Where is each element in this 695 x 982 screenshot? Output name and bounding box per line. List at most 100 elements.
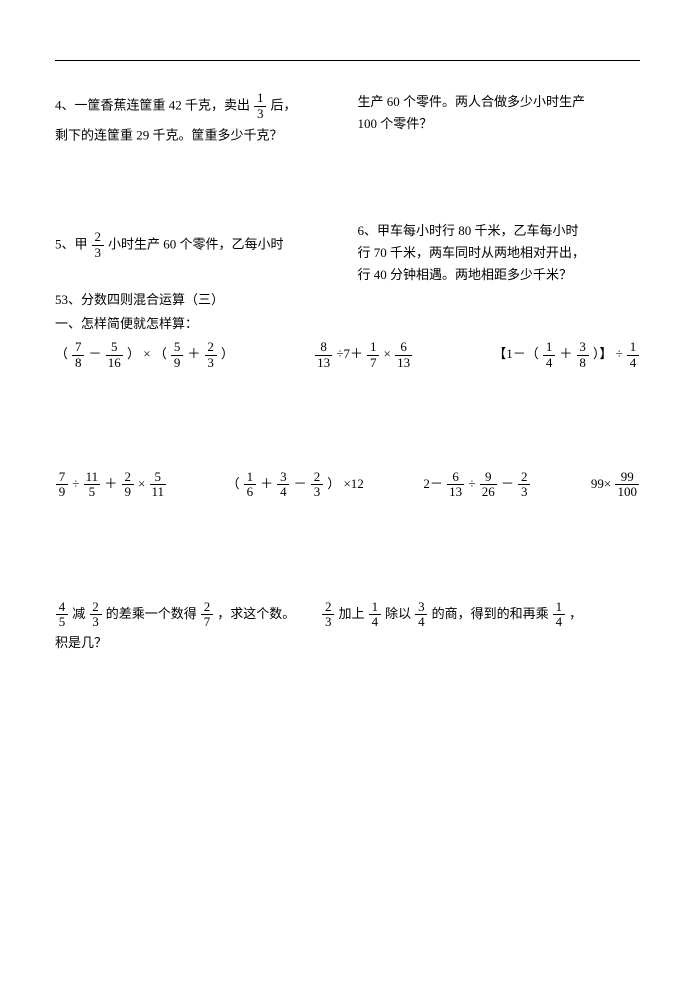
- bracket-left: 【1－（: [493, 346, 539, 361]
- fraction-denominator: 7: [201, 615, 213, 629]
- section-header: 53、分数四则混合运算（三） 一、怎样简便就怎样算：: [55, 288, 640, 335]
- fraction-denominator: 13: [315, 356, 332, 370]
- paren-right: ）: [327, 476, 340, 491]
- op: ÷: [616, 346, 623, 361]
- fraction-denominator: 3: [90, 615, 102, 629]
- q5-fraction: 2 3: [92, 230, 104, 260]
- expr-2-2: （ 16 ＋ 34 － 23 ） ×12: [227, 470, 364, 500]
- fraction-denominator: 3: [518, 485, 530, 499]
- fraction: 613: [395, 340, 412, 370]
- op: ÷7＋: [336, 346, 363, 361]
- spacer: [55, 160, 338, 230]
- fraction: 27: [201, 600, 213, 630]
- fraction-numerator: 5: [106, 340, 123, 355]
- fraction-numerator: 2: [90, 600, 102, 615]
- fraction-denominator: 3: [254, 107, 266, 121]
- fraction-denominator: 4: [277, 485, 289, 499]
- fraction: 511: [150, 470, 167, 500]
- fraction-numerator: 3: [277, 470, 289, 485]
- fraction: 34: [277, 470, 289, 500]
- fraction-denominator: 9: [171, 356, 183, 370]
- q5-text-1: 5、甲: [55, 237, 88, 252]
- fraction: 79: [56, 470, 68, 500]
- fraction: 14: [369, 600, 381, 630]
- paren-left: （: [55, 346, 68, 361]
- fraction: 115: [84, 470, 101, 500]
- fraction-denominator: 3: [205, 356, 217, 370]
- expr-1-1: （ 78 － 516 ） × （ 59 ＋ 23 ）: [55, 340, 234, 370]
- fraction: 34: [415, 600, 427, 630]
- page: 4、一筐香蕉连筐重 42 千克，卖出 1 3 后， 剩下的连筐重 29 千克。筐…: [0, 0, 695, 982]
- fraction: 813: [315, 340, 332, 370]
- word-problems: 45 减 23 的差乘一个数得 27 ，求这个数。 23 加上 14 除以 34…: [55, 599, 640, 658]
- word-b: 23 加上 14 除以 34 的商，得到的和再乘 14 ，: [321, 606, 582, 621]
- op: ÷: [72, 476, 79, 491]
- op: ÷: [468, 476, 475, 491]
- q4-text-2: 后，: [271, 98, 297, 113]
- fraction-numerator: 6: [395, 340, 412, 355]
- op: ×: [384, 346, 391, 361]
- q6-l1: 6、甲车每小时行 80 千米，乙车每小时: [358, 223, 579, 238]
- tr-line1: 生产 60 个零件。两人合做多少小时生产: [358, 94, 586, 109]
- fraction-numerator: 3: [577, 340, 589, 355]
- fraction-numerator: 2: [518, 470, 530, 485]
- bracket-right: ）】: [593, 346, 613, 361]
- fraction-denominator: 16: [106, 356, 123, 370]
- right-column: 生产 60 个零件。两人合做多少小时生产 100 个零件？ 6、甲车每小时行 8…: [358, 91, 641, 286]
- fraction: 613: [447, 470, 464, 500]
- fraction-denominator: 4: [553, 615, 565, 629]
- op: ＋: [559, 346, 572, 361]
- fraction-numerator: 1: [244, 470, 256, 485]
- op: ＋: [260, 476, 273, 491]
- tail-text: ×12: [343, 476, 363, 491]
- paren-left: （: [227, 476, 240, 491]
- fraction-denominator: 11: [150, 485, 167, 499]
- left-column: 4、一筐香蕉连筐重 42 千克，卖出 1 3 后， 剩下的连筐重 29 千克。筐…: [55, 91, 338, 286]
- text: ，求这个数。: [217, 606, 295, 621]
- fraction-denominator: 13: [447, 485, 464, 499]
- q4-text-1: 4、一筐香蕉连筐重 42 千克，卖出: [55, 98, 250, 113]
- fraction-denominator: 8: [72, 356, 84, 370]
- word-a: 45 减 23 的差乘一个数得 27 ，求这个数。: [55, 606, 299, 621]
- fraction: 78: [72, 340, 84, 370]
- pre-text: 2－: [423, 476, 443, 491]
- fraction-denominator: 4: [415, 615, 427, 629]
- expression-row-1: （ 78 － 516 ） × （ 59 ＋ 23 ） 813 ÷7＋ 17 × …: [55, 340, 640, 370]
- fraction-denominator: 3: [92, 246, 104, 260]
- fraction: 926: [480, 470, 497, 500]
- fraction-numerator: 1: [369, 600, 381, 615]
- fraction-denominator: 13: [395, 356, 412, 370]
- word-c: 积是几？: [55, 635, 107, 650]
- fraction-numerator: 1: [254, 91, 266, 106]
- fraction-denominator: 26: [480, 485, 497, 499]
- fraction-numerator: 1: [367, 340, 379, 355]
- op: ＋: [187, 346, 200, 361]
- fraction-denominator: 5: [84, 485, 101, 499]
- fraction: 29: [122, 470, 134, 500]
- fraction-numerator: 1: [627, 340, 639, 355]
- fraction-numerator: 1: [553, 600, 565, 615]
- fraction: 45: [56, 600, 68, 630]
- expr-2-4: 99× 99100: [591, 470, 640, 500]
- fraction-denominator: 5: [56, 615, 68, 629]
- question-4: 4、一筐香蕉连筐重 42 千克，卖出 1 3 后， 剩下的连筐重 29 千克。筐…: [55, 91, 338, 150]
- text: ，: [569, 606, 582, 621]
- fraction-numerator: 11: [84, 470, 101, 485]
- tr-line2: 100 个零件？: [358, 116, 433, 131]
- fraction: 23: [518, 470, 530, 500]
- fraction-numerator: 99: [615, 470, 639, 485]
- fraction-denominator: 3: [311, 485, 323, 499]
- fraction: 59: [171, 340, 183, 370]
- fraction-numerator: 4: [56, 600, 68, 615]
- fraction-numerator: 1: [543, 340, 555, 355]
- expr-2-1: 79 ÷ 115 ＋ 29 × 511: [55, 470, 167, 500]
- fraction-numerator: 9: [480, 470, 497, 485]
- fraction: 23: [311, 470, 323, 500]
- q4-text-3: 剩下的连筐重 29 千克。筐重多少千克？: [55, 128, 283, 143]
- question-6: 6、甲车每小时行 80 千米，乙车每小时 行 70 千米，两车同时从两地相对开出…: [358, 220, 641, 286]
- fraction-numerator: 7: [56, 470, 68, 485]
- text: 的差乘一个数得: [106, 606, 197, 621]
- text: 除以: [385, 606, 411, 621]
- expression-row-2: 79 ÷ 115 ＋ 29 × 511 （ 16 ＋ 34 － 23 ） ×12…: [55, 470, 640, 500]
- fraction-numerator: 2: [205, 340, 217, 355]
